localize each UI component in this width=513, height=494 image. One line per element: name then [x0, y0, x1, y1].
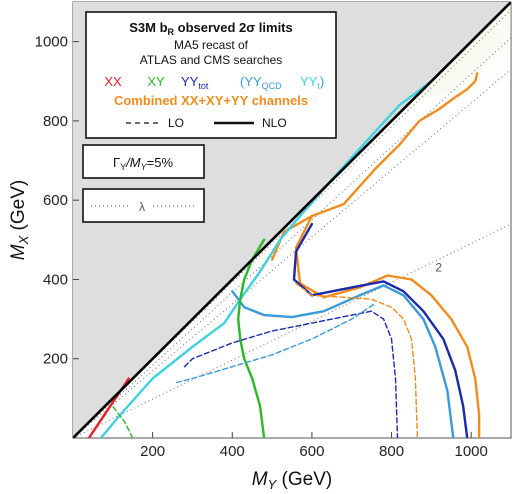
series-3-nlo — [231, 284, 455, 438]
legend-line2: MA5 recast of — [174, 38, 249, 52]
x-tick-label-200: 200 — [140, 443, 165, 460]
x-tick-label-400: 400 — [220, 443, 245, 460]
series-7-lo — [183, 310, 399, 438]
y-tick-label-400: 400 — [43, 271, 68, 288]
series-5-nlo — [236, 238, 266, 438]
x-tick-label-1000: 1000 — [454, 443, 487, 460]
lambda-label: λ — [139, 200, 145, 214]
legend-yy-tot: YYtot — [181, 74, 209, 91]
legend-combined: Combined XX+XY+YY channels — [114, 93, 308, 108]
legend: S3M bR observed 2σ limits MA5 recast of … — [85, 11, 337, 139]
x-tick-label-800: 800 — [379, 443, 404, 460]
series-2-nlo — [292, 222, 469, 438]
width-label: ΓY/MY=5% — [113, 155, 173, 172]
width-box: ΓY/MY=5% — [82, 144, 205, 179]
legend-line3: ATLAS and CMS searches — [140, 53, 283, 67]
series-4-nlo — [99, 80, 433, 438]
diagonal-line — [73, 2, 511, 438]
series-0-nlo — [270, 72, 479, 261]
x-tick-label-600: 600 — [299, 443, 324, 460]
series-9-lo — [175, 302, 377, 384]
y-axis-label: MX (GeV) — [8, 180, 31, 260]
legend-xy: XY — [147, 74, 165, 89]
lambda-label-2: 2 — [435, 261, 442, 275]
x-axis-label: MY (GeV) — [252, 469, 332, 492]
legend-yy-t: YYt) — [300, 74, 324, 91]
legend-yy-qcd: (YYQCD — [240, 74, 282, 91]
legend-box — [85, 11, 337, 139]
legend-title: S3M bR observed 2σ limits — [129, 20, 293, 37]
y-tick-label-1000: 1000 — [35, 34, 68, 51]
series-8-lo — [295, 282, 419, 438]
y-tick-label-600: 600 — [43, 192, 68, 209]
series-10-lo — [112, 405, 134, 438]
lambda-box: λ — [82, 188, 205, 223]
legend-xx: XX — [104, 74, 122, 89]
y-tick-label-200: 200 — [43, 351, 68, 368]
lambda-line-10 — [73, 37, 511, 438]
y-tick-label-800: 800 — [43, 113, 68, 130]
legend-lo: LO — [168, 116, 184, 130]
legend-nlo: NLO — [262, 116, 287, 130]
